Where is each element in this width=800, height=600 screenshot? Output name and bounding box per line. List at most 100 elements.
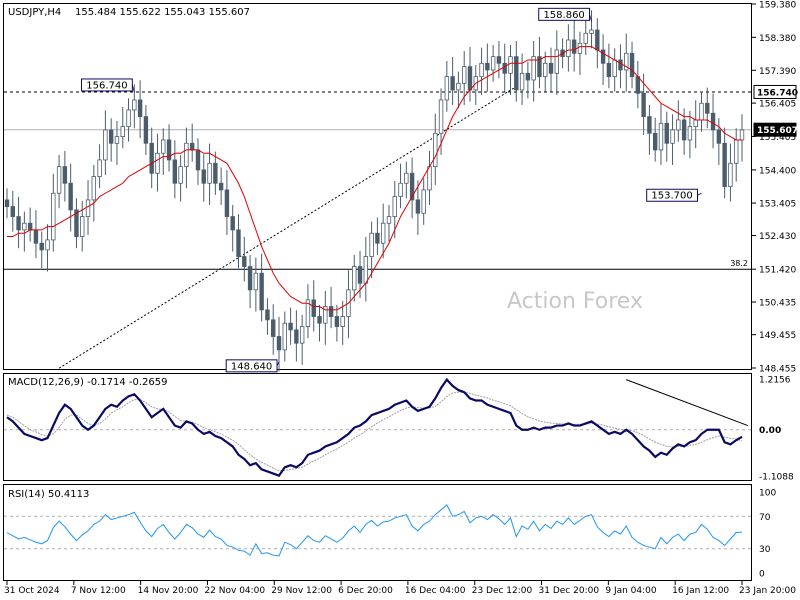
candle-body <box>10 206 15 217</box>
candle-body <box>68 182 73 211</box>
price-axis-label: 148.455 <box>759 365 796 375</box>
candle-body <box>647 116 652 134</box>
x-axis-label: 22 Nov 04:00 <box>204 586 265 596</box>
candle-body <box>108 129 114 144</box>
candle-body <box>27 222 33 231</box>
candle-body <box>571 39 577 54</box>
candle-body <box>658 122 664 151</box>
rsi-layer <box>4 504 751 557</box>
candle-body <box>450 76 455 91</box>
candle-body <box>323 306 328 324</box>
candle-body <box>462 66 467 84</box>
ohlc-header: 155.484 155.622 155.043 155.607 <box>75 7 250 18</box>
candle-body <box>85 199 91 217</box>
rsi-line <box>6 504 743 557</box>
candle-body <box>676 119 681 131</box>
annotation-box <box>225 359 278 373</box>
candle-body <box>230 216 235 231</box>
candle-body <box>236 229 241 257</box>
candle-body <box>409 172 415 201</box>
candle-body <box>242 256 247 267</box>
axis-marker-label: 155.607 <box>757 126 798 136</box>
axis-marker-box <box>753 84 797 99</box>
macd-axis-label: 1.2156 <box>759 376 791 386</box>
annotation-label: 153.700 <box>651 191 692 202</box>
axis-layer: 159.380 158.380 157.390 156.405 155.405 154.4… <box>4 1 798 597</box>
rsi-title: RSI(14) 50.4113 <box>8 489 89 500</box>
candle-body <box>288 322 293 331</box>
candle-body <box>114 136 120 144</box>
candle-body <box>652 132 658 151</box>
price-axis-label: 157.390 <box>759 67 796 77</box>
candle-body <box>369 232 374 257</box>
watermark: Action Forex <box>507 289 643 314</box>
candle-body <box>705 102 710 114</box>
candle-body <box>328 306 334 317</box>
price-axis-label: 159.380 <box>759 1 796 11</box>
x-axis-label: 31 Dec 20:00 <box>539 586 600 596</box>
macd-axis-label: -1.1088 <box>759 473 794 483</box>
x-axis-label: 9 Jan 04:00 <box>605 586 657 596</box>
candle-body <box>427 166 432 191</box>
candle-body <box>299 326 305 344</box>
candle-body <box>386 216 392 224</box>
x-axis-label: 29 Nov 12:00 <box>271 586 332 596</box>
candle-body <box>363 256 369 284</box>
annotation-label: 158.860 <box>543 10 584 21</box>
annotation-box <box>646 188 698 202</box>
candle-body <box>624 52 629 71</box>
candle-body <box>80 216 85 237</box>
candle-body <box>415 199 421 214</box>
x-axis-label: 16 Dec 04:00 <box>405 586 466 596</box>
candle-body <box>282 322 287 351</box>
candle-body <box>404 172 409 184</box>
candle-body <box>253 272 259 291</box>
candle-body <box>496 56 502 64</box>
candle-body <box>97 159 102 177</box>
candle-body <box>184 142 189 167</box>
candle-body <box>189 142 195 151</box>
candle-body <box>734 139 739 164</box>
candle-body <box>635 76 641 94</box>
candle-body <box>467 66 473 91</box>
candle-body <box>589 29 594 34</box>
candle-body <box>421 189 426 214</box>
candle-body <box>566 39 571 58</box>
candle-body <box>62 166 68 184</box>
price-layer: 158.860 156.740 148.640 153.700 <box>4 7 751 373</box>
axis-marker-label: 156.740 <box>757 88 798 98</box>
candle-body <box>739 129 745 141</box>
candle-body <box>213 162 218 184</box>
candle-body <box>392 196 397 217</box>
candle-body <box>456 82 461 91</box>
candle-body <box>218 182 224 191</box>
rsi-axis-label: 0 <box>759 570 765 580</box>
candle-body <box>693 119 698 128</box>
macd-zero-label: 0.00 <box>759 426 781 436</box>
candle-body <box>508 56 513 74</box>
candle-body <box>606 62 612 78</box>
candle-body <box>380 222 386 244</box>
candle-body <box>670 129 675 144</box>
candle-body <box>433 132 438 167</box>
x-axis-label: 23 Jan 20:00 <box>739 586 796 596</box>
annotation-box <box>81 78 133 92</box>
candle-body <box>149 142 154 174</box>
candle-body <box>618 59 623 71</box>
price-panel-frame <box>3 3 752 370</box>
candle-body <box>485 62 490 71</box>
candle-body <box>722 142 727 187</box>
candle-body <box>548 62 554 74</box>
price-axis-label: 153.405 <box>759 200 796 210</box>
price-axis-label: 158.380 <box>759 34 796 44</box>
candle-body <box>22 222 27 231</box>
macd-signal-line <box>6 391 743 472</box>
macd-layer <box>4 377 751 477</box>
candle-body <box>710 112 716 131</box>
x-axis-label: 31 Oct 2024 <box>4 586 60 596</box>
candle-body <box>126 109 131 128</box>
macd-panel-frame <box>3 373 752 481</box>
candle-body <box>120 126 125 138</box>
candle-body <box>554 49 560 74</box>
